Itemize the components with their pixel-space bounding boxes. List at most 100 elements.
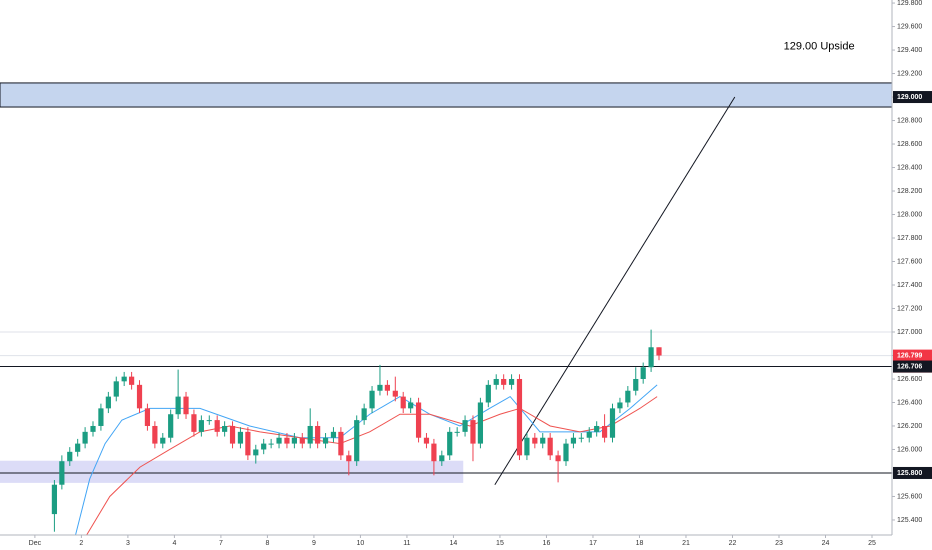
y-tick-label: 129.400 (897, 47, 922, 54)
candle-body (470, 420, 476, 444)
candle-body (229, 425, 236, 444)
y-tick-label: 126.000 (897, 446, 922, 453)
y-tick-label: 125.600 (897, 493, 922, 500)
candle-body (121, 376, 127, 382)
candle-body (168, 414, 174, 438)
candle-body (633, 378, 639, 391)
candle-body (90, 425, 96, 432)
x-tick-label: 3 (126, 540, 130, 547)
x-tick-label: 23 (775, 540, 783, 547)
price-badge-label: 125.800 (897, 470, 922, 477)
candle-body (299, 437, 305, 444)
axes: 125.400 125.600 125.800 126.000 126.200 126.4… (29, 0, 932, 547)
x-tick-label: 2 (79, 540, 83, 547)
y-tick-label: 126.200 (897, 423, 922, 430)
candle-body (462, 420, 468, 432)
x-tick-label: 16 (543, 540, 551, 547)
candle-body (423, 437, 430, 444)
candle-body (400, 396, 406, 409)
x-tick-label: 4 (172, 540, 176, 547)
y-tick-label: 128.800 (897, 117, 922, 124)
candle-body (82, 431, 88, 444)
candle-body (245, 431, 251, 456)
candle-body (594, 425, 600, 432)
candle-body (160, 437, 166, 444)
candle-body (129, 376, 135, 385)
candle-body (563, 443, 569, 462)
x-tick-label: 22 (729, 540, 737, 547)
candle-body (214, 420, 220, 432)
candle-body (501, 378, 507, 385)
candle-body (640, 367, 646, 379)
candle-body (570, 437, 577, 444)
candle-body (656, 347, 662, 356)
candle-body (408, 402, 414, 409)
y-tick-label: 126.600 (897, 376, 922, 383)
x-tick-label: 15 (496, 540, 504, 547)
plot-area (0, 82, 892, 535)
candle-body (532, 437, 538, 444)
candle-body (198, 420, 204, 432)
x-tick-label: 21 (682, 540, 690, 547)
candle-body (98, 408, 104, 426)
candle-body (540, 437, 546, 444)
candle-body (415, 402, 422, 438)
candle-body (625, 390, 631, 403)
x-tick-label: 9 (312, 540, 316, 547)
indicator-line (75, 384, 658, 535)
candle-body (555, 455, 561, 462)
candle-body (648, 347, 654, 368)
x-tick-label: 7 (219, 540, 223, 547)
x-tick-label: 25 (868, 540, 876, 547)
candle-body (485, 384, 491, 403)
candle-body (183, 396, 189, 415)
candle-body (586, 431, 592, 438)
candle-body (51, 484, 58, 515)
y-tick-label: 129.800 (897, 0, 922, 7)
candle-body (330, 431, 337, 438)
candle-body (601, 425, 608, 438)
candle-body (508, 378, 515, 385)
candle-body (291, 437, 297, 444)
y-tick-label: 128.400 (897, 164, 922, 171)
candle-body (105, 396, 111, 409)
candle-body (268, 443, 274, 445)
candle-body (609, 408, 616, 438)
zone (0, 460, 464, 483)
candle-body (113, 381, 119, 397)
candle-body (191, 414, 197, 432)
y-tick-label: 126.400 (897, 399, 922, 406)
candle-body (439, 455, 445, 462)
y-tick-label: 129.200 (897, 70, 922, 77)
y-tick-label: 128.000 (897, 211, 922, 218)
candle-body (392, 390, 398, 397)
trendline (494, 96, 736, 485)
price-badge-label: 129.000 (897, 94, 922, 101)
y-tick-label: 125.400 (897, 517, 922, 524)
price-badge (893, 91, 932, 104)
candle-body (338, 431, 344, 456)
candle-body (516, 378, 523, 456)
candle-body (524, 437, 530, 456)
candle-body (547, 437, 553, 456)
candle-body (315, 425, 321, 444)
candle-body (175, 396, 181, 415)
x-tick-label: 18 (636, 540, 644, 547)
price-badge (893, 466, 932, 479)
candle-body (237, 431, 244, 444)
candle-body (377, 384, 383, 391)
price-badge (893, 360, 932, 373)
candle-body (322, 437, 329, 444)
candle-body (253, 449, 259, 456)
y-tick-label: 127.400 (897, 282, 922, 289)
price-badge-label: 126.799 (897, 352, 922, 359)
y-tick-label: 128.600 (897, 141, 922, 148)
candle-body (136, 384, 143, 409)
candle-body (284, 437, 290, 444)
x-tick-label: 24 (822, 540, 830, 547)
candle-body (346, 455, 352, 462)
candle-body (152, 425, 158, 444)
candle-body (307, 425, 313, 444)
candle-body (354, 420, 360, 462)
